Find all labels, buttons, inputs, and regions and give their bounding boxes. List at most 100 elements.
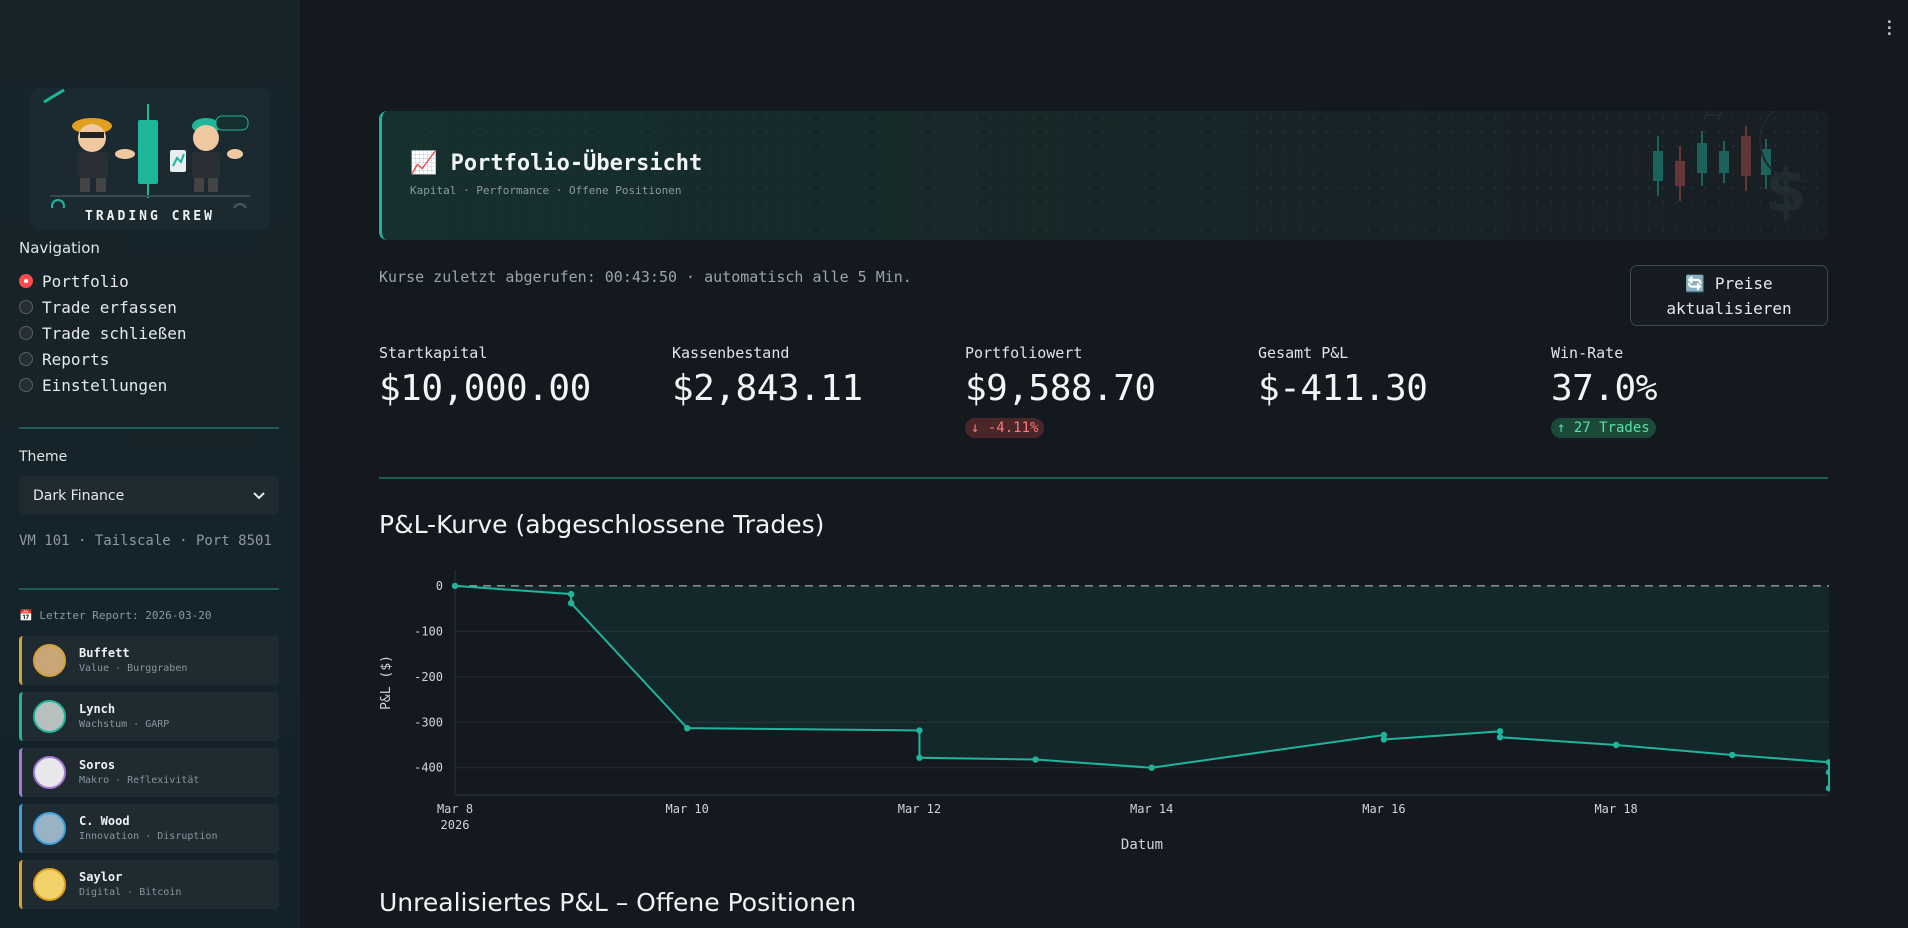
metric-value: $9,588.70 [965, 368, 1156, 409]
persona-card-lynch: Lynch Wachstum · GARP [19, 692, 279, 741]
radio-selected[interactable] [19, 274, 33, 288]
nav-item-trade-erfassen[interactable]: Trade erfassen [19, 294, 187, 320]
persona-card-c-wood: C. Wood Innovation · Disruption [19, 804, 279, 853]
metric-value: $2,843.11 [672, 368, 863, 409]
refresh-prices-button[interactable]: 🔄 Preise aktualisieren [1630, 265, 1828, 326]
y-tick-label: -300 [414, 715, 443, 729]
page-header-banner: 📈 Portfolio-Übersicht Kapital · Performa… [379, 111, 1828, 240]
delta-badge-positive: ↑ 27 Trades [1551, 418, 1656, 438]
metric-kassenbestand: Kassenbestand $2,843.11 [672, 344, 863, 409]
section-title-pnl-curve: P&L-Kurve (abgeschlossene Trades) [379, 510, 825, 539]
data-point [1825, 784, 1830, 792]
grid-lines [454, 570, 1829, 796]
persona-name: C. Wood [79, 814, 130, 828]
candlestick-decoration-icon: $ [1653, 111, 1810, 226]
metric-label: Gesamt P&L [1258, 344, 1349, 362]
data-point [1032, 756, 1039, 763]
theme-label: Theme [19, 449, 68, 465]
avatar [33, 644, 66, 677]
metric-value: 37.0% [1551, 368, 1657, 409]
data-point [1825, 769, 1830, 776]
persona-card-soros: Soros Makro · Reflexivität [19, 748, 279, 797]
data-point [567, 590, 575, 598]
radio-unselected[interactable] [19, 300, 33, 314]
trading-crew-illustration [43, 88, 250, 208]
data-point [916, 727, 923, 734]
data-point [1148, 764, 1155, 771]
pnl-area-fill [455, 585, 1829, 789]
data-point [1380, 736, 1388, 743]
x-tick-label: Mar 10 [666, 802, 709, 816]
persona-name: Lynch [79, 702, 116, 716]
persona-name: Saylor [79, 870, 123, 884]
y-tick-label: -200 [414, 670, 443, 684]
data-point [916, 754, 923, 761]
section-title-unrealized-pnl: Unrealisiertes P&L – Offene Positionen [379, 888, 857, 917]
x-tick-sublabel: 2026 [441, 818, 470, 832]
persona-name: Soros [79, 758, 116, 772]
radio-unselected[interactable] [19, 352, 33, 366]
logo-card: TRADING CREW [30, 88, 270, 230]
data-point [1612, 741, 1620, 749]
nav-radio-group: Portfolio Trade erfassen Trade schließen… [19, 268, 187, 398]
data-point [1380, 731, 1388, 739]
data-point [1496, 728, 1504, 735]
x-tick-label: Mar 8 [437, 802, 473, 816]
nav-item-reports[interactable]: Reports [19, 346, 187, 372]
divider [19, 427, 279, 429]
metric-value: $10,000.00 [379, 368, 591, 409]
persona-name: Buffett [79, 646, 130, 660]
avatar [33, 812, 66, 845]
refresh-label-line1: 🔄 Preise [1685, 274, 1773, 293]
data-point [684, 724, 691, 732]
metric-label: Startkapital [379, 344, 488, 362]
nav-item-einstellungen[interactable]: Einstellungen [19, 372, 187, 398]
y-tick-label: -100 [414, 624, 443, 638]
logo-text: TRADING CREW [85, 209, 215, 224]
nav-item-label: Trade erfassen [42, 297, 177, 317]
kebab-menu-icon[interactable]: · · · [1884, 12, 1895, 45]
data-point [451, 582, 459, 590]
delta-badge-negative: ↓ -4.11% [965, 418, 1045, 438]
persona-card-saylor: Saylor Digital · Bitcoin [19, 860, 279, 909]
data-point [1825, 759, 1830, 766]
refresh-label-line2: aktualisieren [1666, 299, 1792, 318]
x-tick-label: Mar 16 [1362, 802, 1405, 816]
page-title: 📈 Portfolio-Übersicht [410, 151, 703, 176]
radio-unselected[interactable] [19, 378, 33, 392]
metric-value: $-411.30 [1258, 368, 1428, 409]
persona-desc: Wachstum · GARP [79, 719, 170, 730]
metric-gesamt-pnl: Gesamt P&L $-411.30 [1258, 344, 1428, 409]
x-tick-labels: Mar 8 2026 Mar 10 Mar 12 Mar 14 Mar 16 Mar 18 [437, 802, 1638, 832]
avatar [33, 868, 66, 901]
nav-item-label: Trade schließen [42, 323, 187, 343]
chevron-down-icon [253, 491, 265, 499]
metric-win-rate: Win-Rate 37.0% [1551, 344, 1657, 409]
nav-item-trade-schliessen[interactable]: Trade schließen [19, 320, 187, 346]
data-point [567, 599, 575, 607]
metric-label: Portfoliowert [965, 344, 1083, 362]
persona-card-buffett: Buffett Value · Burggraben [19, 636, 279, 685]
theme-select-value: Dark Finance [33, 487, 125, 504]
dot-pattern [382, 111, 1828, 240]
y-axis-label: P&L ($) [379, 655, 394, 710]
radio-unselected[interactable] [19, 326, 33, 340]
data-point [1729, 751, 1736, 759]
persona-desc: Value · Burggraben [79, 663, 188, 674]
persona-desc: Innovation · Disruption [79, 831, 218, 842]
sidebar: TRADING CREW Navigation Portfolio Trade … [0, 0, 300, 928]
theme-select[interactable]: Dark Finance [19, 476, 279, 515]
persona-desc: Makro · Reflexivität [79, 775, 200, 786]
nav-item-portfolio[interactable]: Portfolio [19, 268, 187, 294]
avatar [33, 756, 66, 789]
nav-item-label: Einstellungen [42, 375, 168, 395]
y-tick-labels: 0 -100 -200 -300 -400 [414, 579, 443, 775]
y-tick-label: 0 [436, 579, 443, 593]
x-tick-label: Mar 14 [1130, 802, 1173, 816]
metric-label: Kassenbestand [672, 344, 790, 362]
data-point [1496, 734, 1504, 741]
last-fetch-status: Kurse zuletzt abgerufen: 00:43:50 · auto… [379, 268, 912, 286]
metric-portfoliowert: Portfoliowert $9,588.70 [965, 344, 1156, 409]
data-points [451, 582, 1830, 792]
